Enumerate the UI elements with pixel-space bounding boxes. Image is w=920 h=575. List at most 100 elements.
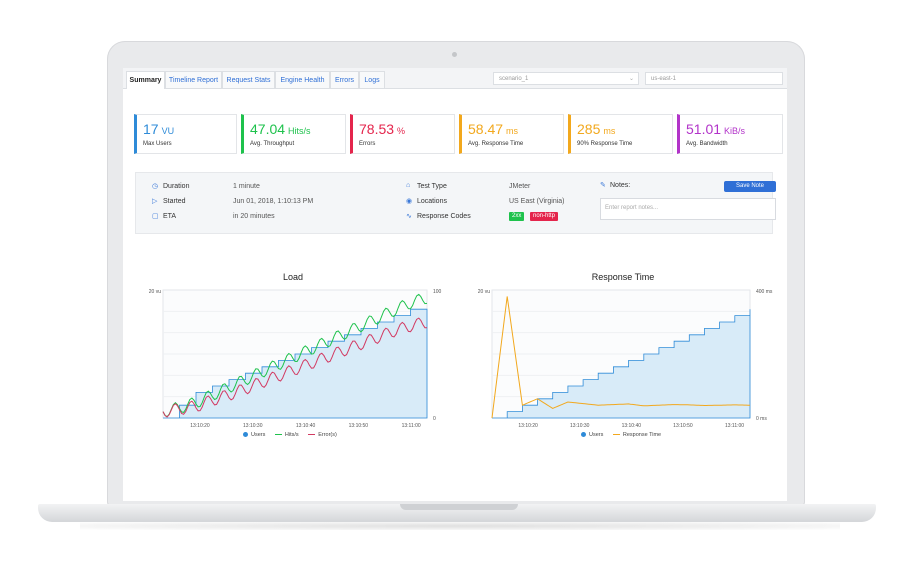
kpi-90-response-time: 285 ms 90% Response Time <box>568 114 673 154</box>
clock-icon: ◷ <box>152 183 159 190</box>
tab-summary[interactable]: Summary <box>126 71 165 89</box>
tab-request-stats[interactable]: Request Stats <box>222 71 275 88</box>
eta-value: in 20 minutes <box>233 213 275 220</box>
response-codes-label: Response Codes <box>417 213 471 220</box>
tab-logs[interactable]: Logs <box>359 71 385 88</box>
y-right-top-label: 400 ms <box>756 289 773 295</box>
kpi-label: Errors <box>359 141 376 147</box>
laptop-shadow <box>80 522 840 530</box>
legend-label: Users <box>251 432 266 438</box>
kpi-value: 47.04 <box>250 121 286 137</box>
kpi-unit: % <box>397 126 406 136</box>
load-chart: 20 vu 100 0 13:10:20 13:10:30 13:10:40 13:10:5… <box>149 289 442 429</box>
series-line <box>162 317 427 418</box>
started-value: Jun 01, 2018, 1:10:13 PM <box>233 198 314 205</box>
notes-label: Notes: <box>610 182 631 189</box>
pulse-icon: ∿ <box>406 213 412 220</box>
kpi-unit: KiB/s <box>724 126 746 136</box>
x-tick-label: 13:11:00 <box>725 423 744 429</box>
test-type-label: Test Type <box>417 183 447 190</box>
series-line <box>491 296 750 419</box>
badge-non-http: non-http <box>530 212 559 221</box>
kpi-avg-response-time: 58.47 ms Avg. Response Time <box>459 114 564 154</box>
x-tick-label: 13:10:40 <box>622 423 642 429</box>
x-tick-label: 13:10:30 <box>570 423 590 429</box>
legend-item: Users <box>581 432 603 438</box>
legend-label: Response Time <box>622 432 662 438</box>
x-tick-label: 13:10:50 <box>673 423 693 429</box>
kpi-label: Avg. Throughput <box>250 141 295 147</box>
test-type-value: JMeter <box>509 183 531 190</box>
legend-label: Error(s) <box>318 432 337 438</box>
kpi-value: 17 <box>143 121 159 137</box>
kpi-label: Avg. Bandwidth <box>686 141 728 147</box>
scenario-select-value: scenario_1 <box>499 76 529 82</box>
camera-icon <box>452 52 457 57</box>
kpi-value-wrap: 78.53% <box>359 121 405 137</box>
notes-input[interactable]: Enter report notes... <box>600 198 776 220</box>
kpi-unit: VU <box>161 126 175 136</box>
tab-timeline-report[interactable]: Timeline Report <box>165 71 222 88</box>
screen: Summary Timeline Report Request Stats En… <box>123 68 787 501</box>
location-pin-icon: ◉ <box>406 198 413 205</box>
legend-item: Response Time <box>612 432 662 438</box>
kpi-throughput: 47.04 Hits/s Avg. Throughput <box>241 114 346 154</box>
kpi-label: 90% Response Time <box>577 141 633 147</box>
x-tick-label: 13:10:40 <box>296 423 316 429</box>
legend-dot <box>243 432 248 438</box>
tab-errors[interactable]: Errors <box>330 71 359 88</box>
location-select-value: us-east-1 <box>651 76 677 82</box>
kpi-label: Avg. Response Time <box>468 141 524 147</box>
chevron-down-icon: ⌄ <box>628 76 634 82</box>
response-chart-title: Response Time <box>591 272 655 282</box>
x-tick-label: 13:10:20 <box>518 423 538 429</box>
kpi-label: Max Users <box>143 141 172 147</box>
legend-dot <box>581 432 586 438</box>
laptop-base <box>38 504 876 522</box>
kpi-value-wrap: 47.04 Hits/s <box>250 121 311 137</box>
series-area-users <box>163 308 428 419</box>
badge-2xx: 2xx <box>509 212 525 221</box>
response-time-chart: 20 vu 400 ms 0 ms 13:10:20 13:10:30 13:10:40 1… <box>478 289 773 429</box>
locations-label: Locations <box>417 198 447 205</box>
kpi-bandwidth: 51.01 KiB/s Avg. Bandwidth <box>677 114 783 154</box>
location-select[interactable]: us-east-1 <box>645 72 783 85</box>
kpi-value: 78.53 <box>359 121 395 137</box>
x-tick-label: 13:10:30 <box>243 423 263 429</box>
started-label: Started <box>163 198 186 205</box>
kpi-errors: 78.53% Errors <box>350 114 455 154</box>
scenario-select[interactable]: scenario_1 ⌄ <box>493 72 639 85</box>
pencil-icon: ✎ <box>600 182 606 189</box>
legend-item: Users <box>243 432 265 438</box>
tab-bar: Summary Timeline Report Request Stats En… <box>123 68 787 89</box>
legend-item: Error(s) <box>308 432 337 438</box>
laptop-notch <box>400 504 518 510</box>
response-legend: Users Response Time <box>581 432 669 438</box>
tab-engine-health[interactable]: Engine Health <box>275 71 330 88</box>
kpi-value: 51.01 <box>686 121 722 137</box>
kpi-max-users: 17 VU Max Users <box>134 114 237 154</box>
kpi-value-wrap: 51.01 KiB/s <box>686 121 745 137</box>
x-tick-label: 13:11:00 <box>402 423 421 429</box>
y-left-top-label: 20 vu <box>149 289 161 295</box>
kpi-unit: ms <box>506 126 519 136</box>
kpi-value: 285 <box>577 121 601 137</box>
duration-value: 1 minute <box>233 183 260 190</box>
tag-icon: ⌂ <box>406 182 411 189</box>
kpi-unit: ms <box>603 126 616 136</box>
y-right-bottom-label: 0 ms <box>756 416 767 422</box>
eta-icon: ▢ <box>152 213 159 220</box>
x-tick-label: 13:10:20 <box>190 423 210 429</box>
test-info-panel: ◷ Duration 1 minute ▷ Started Jun 01, 20… <box>135 172 776 234</box>
kpi-value-wrap: 285 ms <box>577 121 615 137</box>
locations-value: US East (Virginia) <box>509 198 565 205</box>
y-right-top-label: 100 <box>433 289 442 295</box>
series-line <box>162 293 428 418</box>
legend-label: Hits/s <box>284 432 299 438</box>
kpi-value-wrap: 17 VU <box>143 121 174 137</box>
legend-item: Hits/s <box>274 432 299 438</box>
save-note-button[interactable]: Save Note <box>724 181 776 192</box>
legend-line <box>612 433 620 436</box>
legend-label: Users <box>589 432 604 438</box>
kpi-value: 58.47 <box>468 121 504 137</box>
